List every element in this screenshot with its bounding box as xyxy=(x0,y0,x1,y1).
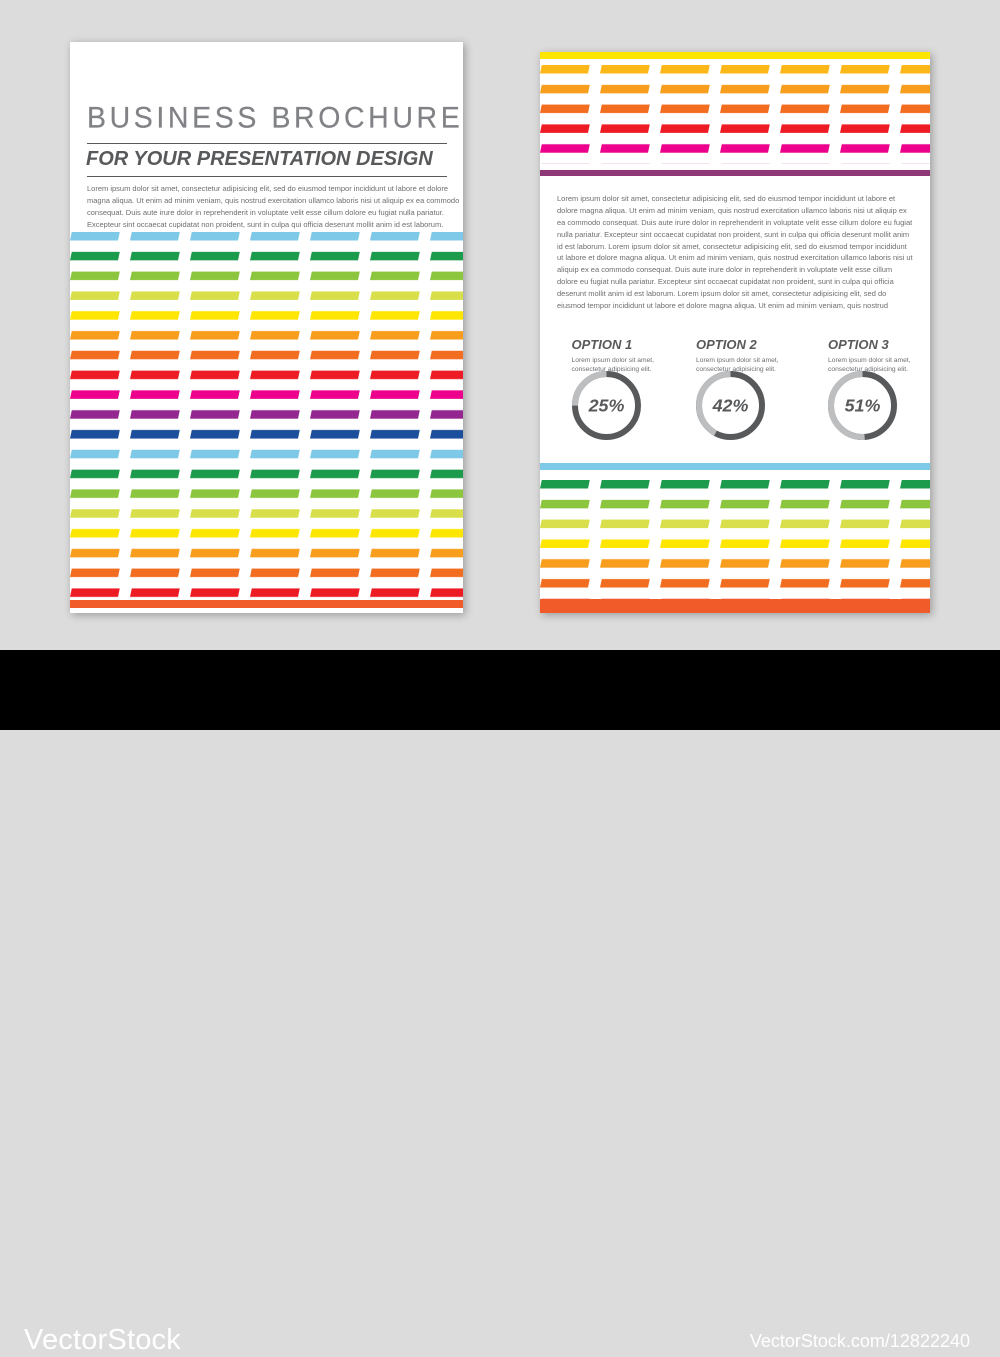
svg-text:51%: 51% xyxy=(845,396,881,416)
svg-text:42%: 42% xyxy=(712,396,749,416)
svg-text:25%: 25% xyxy=(587,396,624,416)
